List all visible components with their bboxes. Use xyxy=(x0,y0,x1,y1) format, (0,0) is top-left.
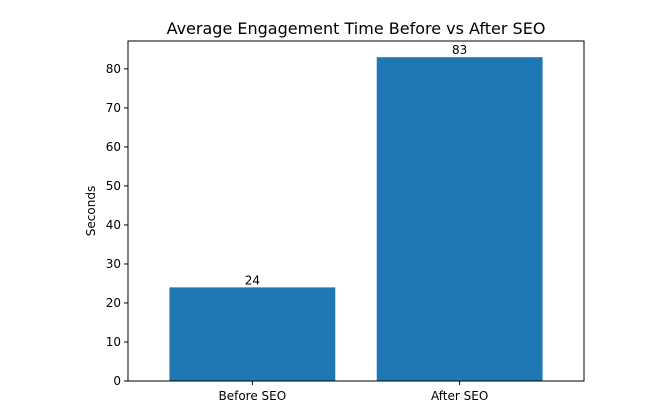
y-tick-label: 20 xyxy=(106,296,121,310)
y-tick-label: 60 xyxy=(106,140,121,154)
bar-value-label: 83 xyxy=(452,43,467,57)
x-tick-label: Before SEO xyxy=(219,389,287,403)
y-tick-label: 10 xyxy=(106,335,121,349)
y-tick-label: 0 xyxy=(113,374,121,388)
x-tick-label: After SEO xyxy=(431,389,488,403)
chart-title: Average Engagement Time Before vs After … xyxy=(167,19,546,38)
y-axis-ticks: 0 10 20 30 40 50 60 70 80 xyxy=(106,62,128,388)
bar-after-seo xyxy=(376,57,543,381)
y-tick-label: 40 xyxy=(106,218,121,232)
x-axis-ticks: Before SEO After SEO xyxy=(219,381,488,403)
plot-area-frame xyxy=(127,40,585,382)
y-tick-label: 80 xyxy=(106,62,121,76)
y-axis-label: Seconds xyxy=(84,186,98,236)
bar-value-label: 24 xyxy=(245,273,260,287)
y-tick-label: 70 xyxy=(106,101,121,115)
bars-group: 24 83 xyxy=(169,43,543,381)
bar-before-seo xyxy=(169,287,336,381)
y-tick-label: 30 xyxy=(106,257,121,271)
y-tick-label: 50 xyxy=(106,179,121,193)
